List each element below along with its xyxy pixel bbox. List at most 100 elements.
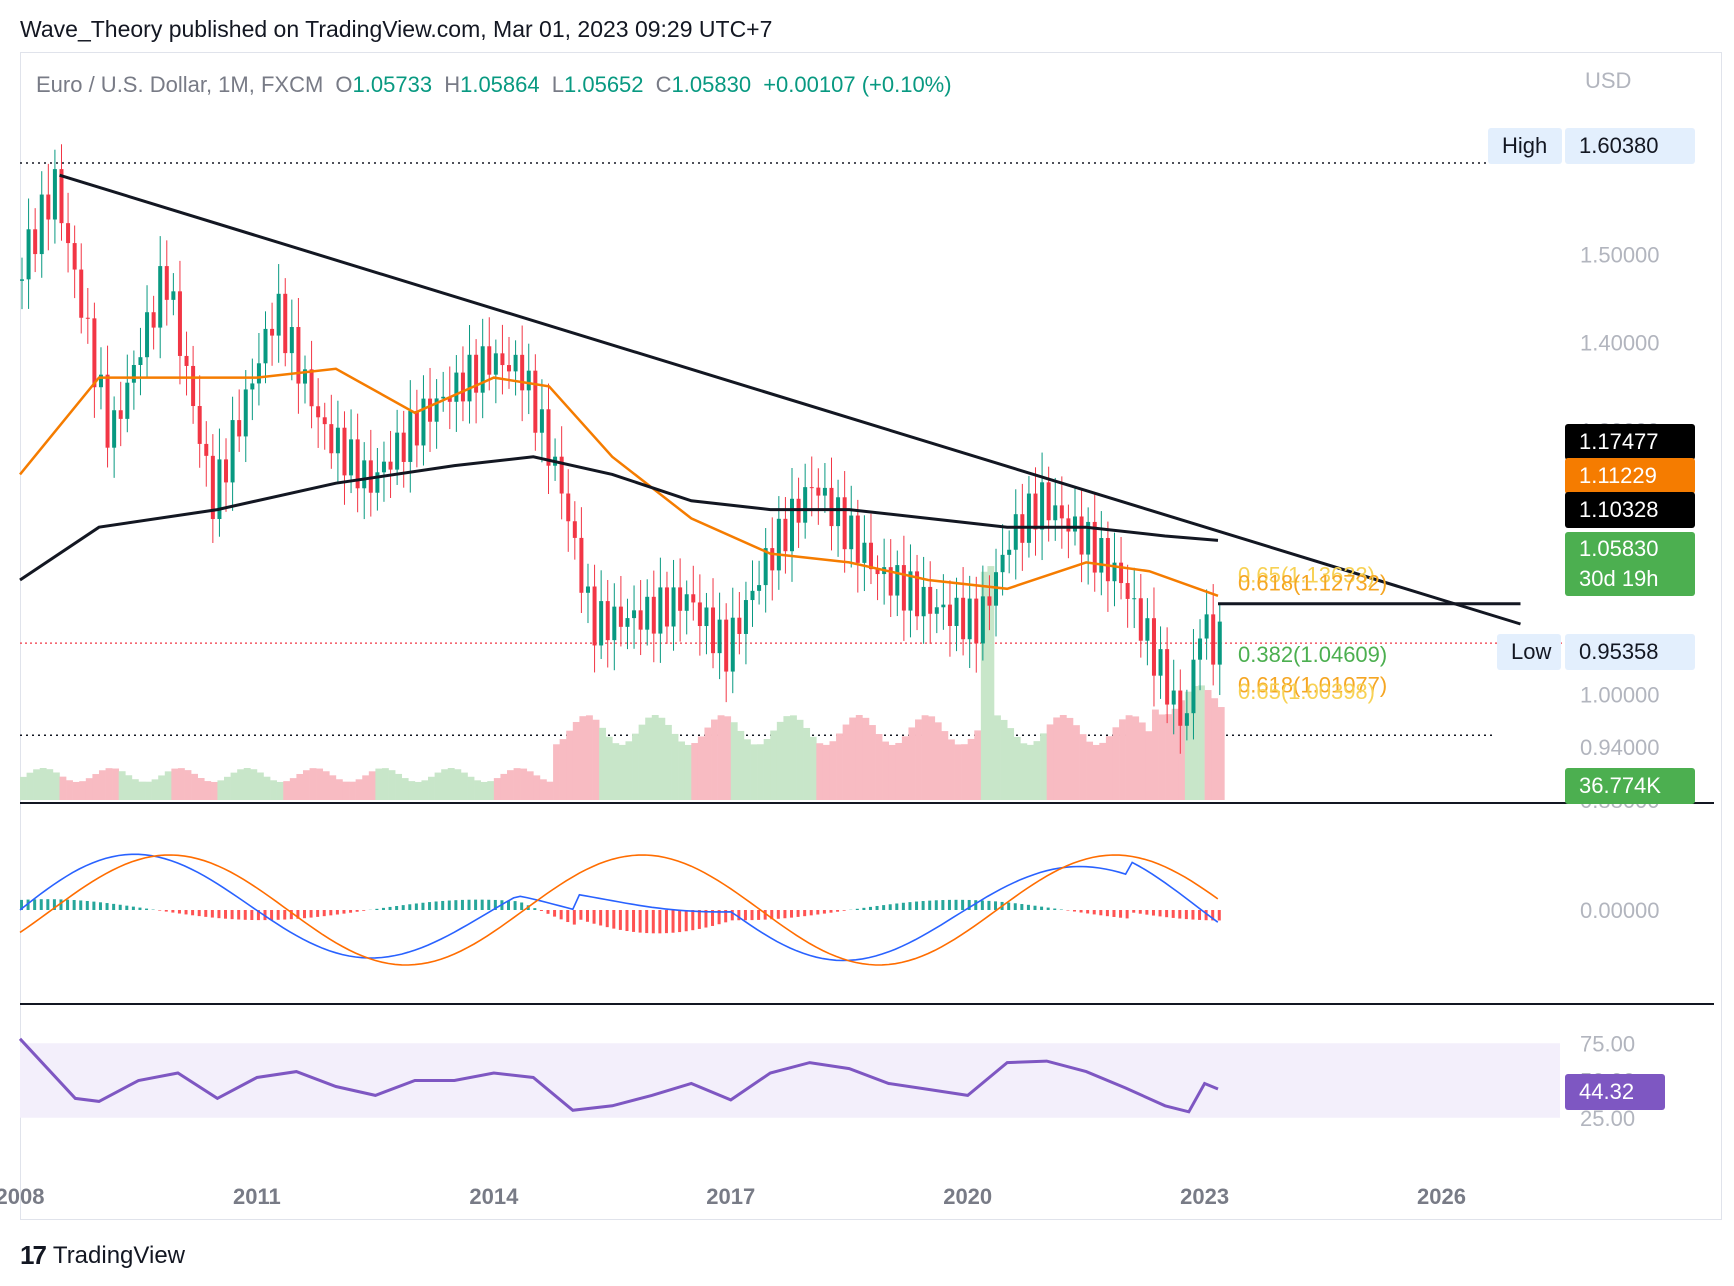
volume-bar — [342, 781, 350, 800]
high-value: 1.05864 — [460, 72, 540, 97]
candle-body — [421, 398, 426, 446]
macd-hist-bar — [447, 900, 451, 910]
volume-bar — [651, 715, 659, 800]
volume-bar — [428, 776, 435, 800]
macd-hist-bar — [1053, 908, 1057, 910]
volume-bar — [770, 730, 778, 800]
candle-body — [908, 571, 913, 611]
volume-bar — [763, 739, 771, 800]
candle-body — [52, 169, 57, 220]
macd-hist-bar — [237, 910, 241, 920]
candle-body — [895, 565, 900, 596]
macd-hist-bar — [1171, 910, 1175, 918]
symbol-name[interactable]: Euro / U.S. Dollar, 1M, FXCM — [36, 72, 324, 97]
candle-body — [625, 618, 630, 627]
volume-bar — [493, 778, 501, 800]
macd-hist-bar — [507, 900, 511, 910]
macd-hist-bar — [592, 910, 596, 924]
macd-hist-bar — [414, 903, 418, 910]
volume-bar — [678, 741, 686, 800]
candle-body — [1145, 618, 1150, 641]
volume-bar — [1112, 727, 1120, 800]
candle-body — [671, 587, 676, 627]
volume-bar — [697, 736, 705, 800]
macd-hist-bar — [579, 910, 583, 920]
candle-body — [33, 229, 38, 255]
volume-bar — [171, 768, 179, 800]
volume-bar — [210, 781, 218, 800]
volume-bar — [131, 779, 139, 800]
volume-bar — [138, 781, 146, 800]
macd-hist-bar — [533, 908, 537, 910]
tradingview-logo-icon: 17 — [20, 1240, 47, 1270]
macd-hist-bar — [632, 910, 636, 932]
macd-hist-bar — [546, 910, 550, 914]
macd-hist-bar — [401, 905, 405, 910]
candle-body — [316, 406, 321, 418]
rsi-band — [20, 1043, 1560, 1118]
candles — [20, 144, 1222, 754]
macd-hist-bar — [908, 902, 912, 910]
candle-body — [322, 417, 327, 425]
candle-body — [487, 346, 492, 375]
currency-label[interactable]: USD — [1585, 68, 1632, 93]
series-ma-200 — [19, 455, 1219, 582]
volume-bar — [1066, 717, 1074, 800]
volume-bar — [803, 727, 811, 800]
macd-hist-bar — [434, 901, 438, 910]
macd-hist-bar — [1046, 907, 1050, 910]
macd-hist-bar — [217, 910, 221, 919]
candle-body — [66, 223, 71, 244]
candle-body — [994, 572, 999, 606]
time-axis-tick: 2023 — [1180, 1184, 1229, 1209]
volume-bar — [605, 736, 613, 800]
macd-hist-bar — [803, 910, 807, 917]
candle-body — [1007, 549, 1012, 555]
macd-hist-bar — [566, 910, 570, 923]
volume-bar — [1086, 741, 1094, 800]
volume-bar — [368, 771, 376, 800]
macd-hist-bar — [342, 910, 346, 914]
macd-hist-bar — [678, 910, 682, 933]
macd-hist-bar — [934, 900, 938, 910]
candle-body — [566, 493, 571, 522]
fib-level-label: 0.65(1.13633) — [1238, 563, 1375, 588]
candle-body — [395, 432, 400, 470]
candle-body — [375, 472, 380, 493]
candle-body — [145, 312, 150, 358]
volume-bar — [322, 771, 330, 800]
volume-bar — [809, 736, 817, 800]
volume-bar — [599, 727, 607, 800]
last-price-value: 1.05830 — [1579, 536, 1659, 561]
candle-body — [256, 363, 261, 384]
candle-body — [46, 194, 51, 220]
macd-hist-bar — [72, 900, 76, 910]
time-axis-tick: 2014 — [469, 1184, 519, 1209]
macd-hist-bar — [125, 905, 129, 910]
volume-bar — [1000, 719, 1008, 800]
candle-body — [1151, 618, 1156, 676]
footer-branding[interactable]: 17 TradingView — [20, 1240, 185, 1271]
macd-hist-bar — [559, 910, 563, 920]
volume-bar — [961, 744, 968, 800]
candle-body — [217, 459, 222, 520]
macd-hist-bar — [796, 910, 800, 917]
volume-bar — [790, 715, 797, 800]
volume-bar — [283, 781, 291, 800]
macd-hist-bar — [954, 899, 958, 910]
volume-bar — [243, 768, 251, 800]
macd-hist-bar — [1112, 910, 1116, 917]
candle-body — [131, 365, 136, 383]
candle-body — [349, 439, 354, 476]
candle-body — [651, 596, 656, 634]
macd-hist-bar — [309, 910, 313, 918]
volume-bar — [20, 776, 27, 800]
macd-hist-bar — [1217, 910, 1221, 921]
volume-bar — [1217, 707, 1225, 800]
rsi-axis-tick: 75.00 — [1580, 1031, 1635, 1056]
candle-body — [388, 461, 393, 470]
volume-bar — [1072, 725, 1080, 800]
macd-hist-bar — [829, 910, 833, 913]
candle-body — [289, 327, 294, 354]
